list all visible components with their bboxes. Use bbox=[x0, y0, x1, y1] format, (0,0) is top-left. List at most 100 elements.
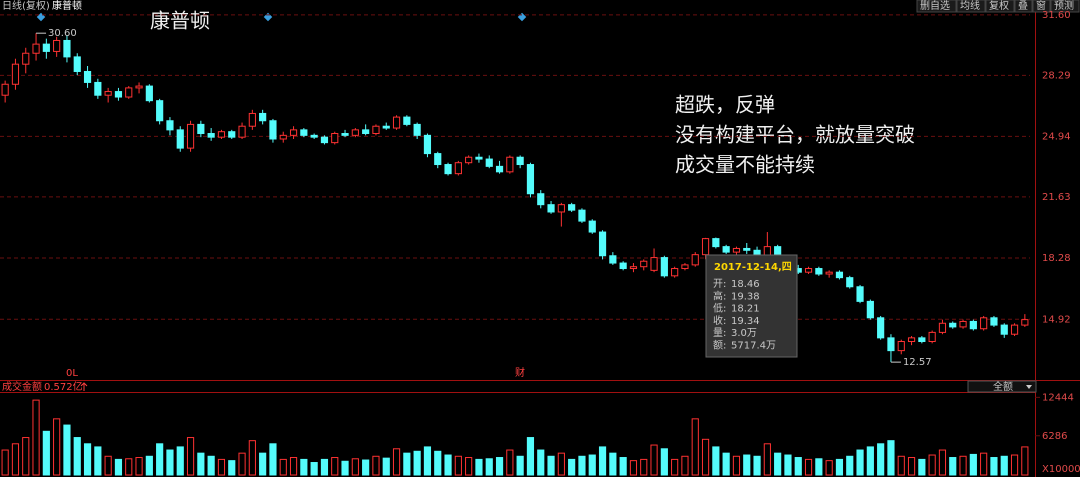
candle-body bbox=[1000, 324, 1008, 335]
candle-body bbox=[887, 337, 895, 352]
event-marker[interactable]: 财 bbox=[515, 366, 525, 379]
volume-bar bbox=[341, 460, 349, 476]
volume-bar bbox=[959, 455, 967, 476]
volume-bar bbox=[877, 443, 885, 476]
candle-body bbox=[341, 133, 349, 136]
volume-bar bbox=[63, 424, 71, 476]
extreme-label: 12.57 bbox=[903, 357, 932, 368]
volume-bar bbox=[856, 449, 864, 476]
dropdown-icon[interactable] bbox=[1026, 385, 1032, 389]
volume-bar bbox=[701, 438, 710, 476]
up-arrow bbox=[80, 382, 88, 391]
volume-bar bbox=[351, 458, 359, 476]
volume-bar bbox=[691, 418, 699, 476]
candle-body bbox=[238, 125, 246, 138]
toolbar-button[interactable] bbox=[916, 0, 957, 13]
toolbar-label[interactable]: 叠 bbox=[1018, 0, 1028, 12]
volume-bar bbox=[506, 449, 514, 476]
candle-body bbox=[392, 116, 401, 129]
volume-value: 0.572亿 bbox=[44, 380, 83, 393]
candle-body bbox=[454, 162, 462, 175]
candle-body bbox=[938, 322, 947, 333]
candle-body bbox=[94, 81, 102, 96]
toolbar-button[interactable] bbox=[1014, 0, 1033, 13]
volume-bar bbox=[815, 458, 823, 476]
selector-text[interactable]: 全额 bbox=[993, 380, 1013, 393]
volume-bar bbox=[269, 443, 277, 476]
y-tick-label: 31.60 bbox=[1042, 10, 1071, 21]
y-unit: X10000 bbox=[1042, 464, 1080, 475]
volume-bar bbox=[186, 437, 195, 476]
toolbar-button[interactable] bbox=[956, 0, 986, 13]
volume-bar bbox=[619, 457, 627, 476]
candle-body bbox=[73, 56, 81, 72]
candle-body bbox=[269, 120, 277, 140]
toolbar-label[interactable]: 复权 bbox=[989, 0, 1009, 12]
volume-bar bbox=[1010, 454, 1019, 476]
selector[interactable] bbox=[967, 380, 1037, 393]
candle-body bbox=[846, 277, 854, 288]
candle-body bbox=[598, 231, 607, 257]
tooltip-box bbox=[705, 254, 798, 358]
candle-body bbox=[815, 268, 823, 275]
candle-body bbox=[959, 320, 967, 328]
candle-body bbox=[907, 337, 916, 343]
candle-body bbox=[918, 337, 926, 343]
toolbar-label[interactable]: 预测 bbox=[1054, 0, 1074, 12]
toolbar-label[interactable]: 均线 bbox=[960, 0, 980, 12]
event-icon[interactable] bbox=[263, 12, 273, 22]
volume-bar bbox=[248, 440, 256, 476]
volume-bar bbox=[145, 455, 153, 476]
volume-bar bbox=[557, 452, 565, 476]
candle-body bbox=[516, 156, 524, 166]
candle-body bbox=[248, 112, 256, 127]
candle-body bbox=[186, 123, 195, 149]
volume-bar bbox=[238, 452, 246, 476]
volume-bar bbox=[434, 450, 442, 476]
candle-body bbox=[403, 116, 411, 125]
candle-body bbox=[1, 83, 9, 96]
volume-bar bbox=[156, 443, 164, 476]
annotation: 超跌，反弹 bbox=[675, 93, 775, 117]
toolbar-button[interactable] bbox=[1050, 0, 1080, 13]
volume-bar bbox=[403, 452, 411, 476]
candle-body bbox=[114, 91, 123, 98]
event-marker[interactable]: 0L bbox=[66, 368, 78, 379]
volume-bar bbox=[83, 443, 92, 476]
candle-body bbox=[712, 238, 720, 248]
volume-bar bbox=[372, 455, 380, 476]
toolbar-label[interactable]: 删自选 bbox=[920, 0, 950, 12]
volume-bar bbox=[217, 458, 226, 476]
candle-body bbox=[63, 39, 71, 58]
toolbar-button[interactable] bbox=[1032, 0, 1051, 13]
candle-body bbox=[825, 271, 833, 275]
volume-bar bbox=[650, 444, 658, 476]
volume-bar bbox=[22, 437, 30, 476]
volume-bar bbox=[897, 455, 905, 476]
volume-bar bbox=[712, 446, 720, 476]
volume-bar bbox=[289, 457, 298, 476]
tooltip-value: 3.0万 bbox=[731, 328, 757, 339]
volume-bar bbox=[804, 458, 813, 476]
stock-name: 康普顿 bbox=[52, 0, 82, 12]
candle-body bbox=[372, 125, 380, 135]
volume-bar bbox=[928, 454, 936, 476]
volume-bar bbox=[495, 457, 504, 476]
volume-bar bbox=[207, 455, 215, 476]
volume-bar bbox=[732, 455, 741, 476]
toolbar-label[interactable]: 窗 bbox=[1036, 0, 1046, 12]
toolbar-button[interactable] bbox=[985, 0, 1015, 13]
y-tick-label: 18.28 bbox=[1042, 253, 1071, 264]
y-tick-label: 14.92 bbox=[1042, 314, 1071, 325]
volume-bar bbox=[794, 457, 802, 476]
volume-bar bbox=[94, 446, 102, 476]
tooltip: 2017-12-14,四 开: 18.46 高: 19.38 低: 18.21 收: 19.3… bbox=[705, 254, 798, 358]
candle-body bbox=[547, 204, 555, 213]
volume-bar bbox=[454, 455, 462, 476]
volume-bar bbox=[825, 460, 833, 476]
candle-body bbox=[1021, 319, 1029, 326]
candle-body bbox=[1010, 324, 1019, 335]
candle-body bbox=[701, 238, 710, 256]
volume-bar bbox=[279, 458, 287, 476]
candle-body bbox=[320, 136, 329, 144]
